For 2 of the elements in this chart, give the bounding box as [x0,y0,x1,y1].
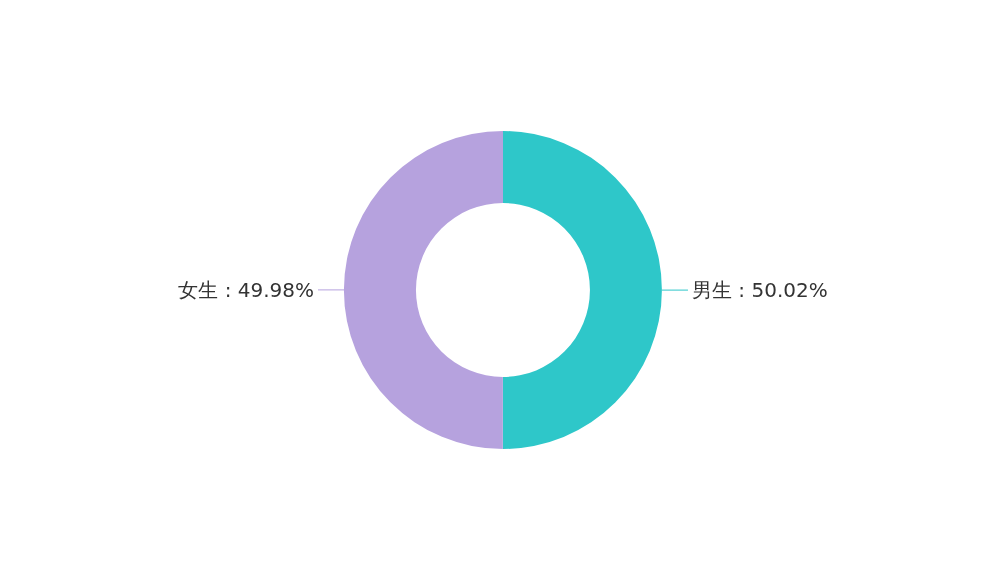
slice-label: 男生 : 50.02% [692,278,828,303]
slice-label: 女生 : 49.98% [178,277,314,302]
